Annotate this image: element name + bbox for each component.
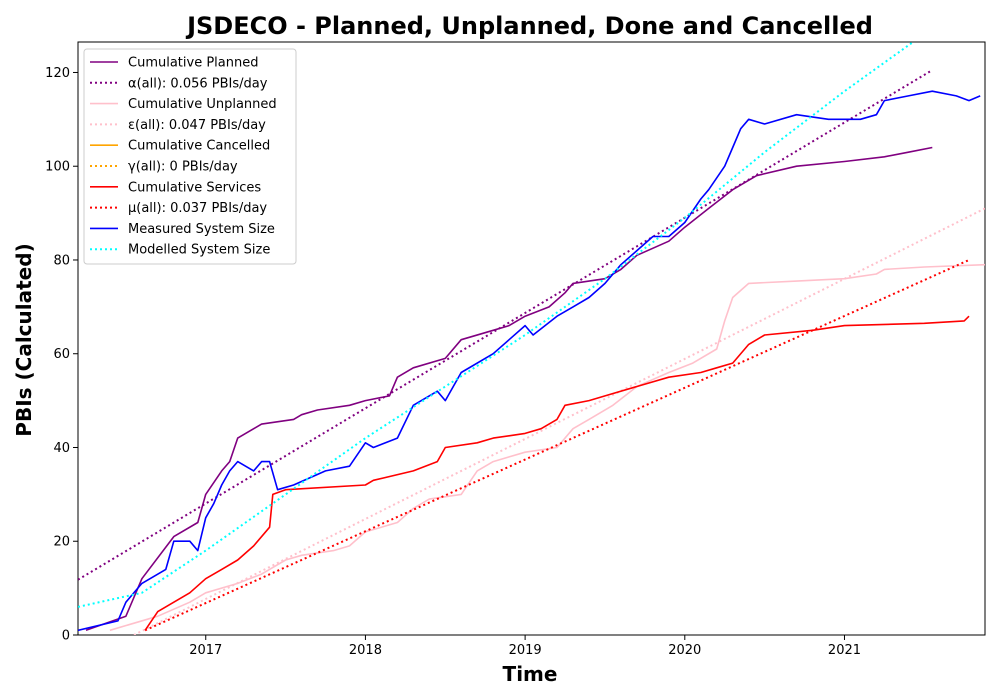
legend: Cumulative Planned α(all): 0.056 PBIs/day… <box>83 48 297 265</box>
x-tick-label: 2019 <box>509 643 542 658</box>
legend-label: Modelled System Size <box>128 243 270 258</box>
x-tick-label: 2020 <box>668 643 701 658</box>
y-axis: 0 20 40 60 80 100 120 <box>45 66 78 644</box>
series-line-modelled-system-size <box>78 42 915 608</box>
y-tick-label: 120 <box>45 66 70 81</box>
series-line-cumulative-planned <box>85 146 933 632</box>
legend-label: γ(all): 0 PBIs/day <box>128 160 238 175</box>
x-axis: 2017 2018 2019 2020 2021 <box>189 635 861 658</box>
series-line-measured-system-size <box>78 90 981 632</box>
y-tick-label: 0 <box>62 629 70 644</box>
series-line-cumulative-unplanned <box>109 263 985 632</box>
legend-label: Cumulative Cancelled <box>128 139 270 154</box>
y-tick-label: 80 <box>53 253 70 268</box>
legend-label: μ(all): 0.037 PBIs/day <box>128 201 267 216</box>
legend-box <box>83 48 297 265</box>
y-tick-label: 40 <box>53 441 70 456</box>
legend-label: ε(all): 0.047 PBIs/day <box>128 118 266 133</box>
series-line-all-0-047-pbis-day <box>133 207 985 635</box>
legend-label: Cumulative Unplanned <box>128 97 277 112</box>
plot-area <box>78 42 985 635</box>
y-tick-label: 60 <box>53 347 70 362</box>
legend-label: Cumulative Planned <box>128 56 258 71</box>
x-tick-label: 2018 <box>349 643 382 658</box>
x-axis-label: Time <box>503 662 558 686</box>
legend-label: Cumulative Services <box>128 180 261 195</box>
x-tick-label: 2021 <box>828 643 861 658</box>
y-tick-label: 20 <box>53 535 70 550</box>
legend-label: Measured System Size <box>128 222 275 237</box>
series-line-all-0-056-pbis-day <box>78 69 933 581</box>
plot-frame <box>77 41 986 636</box>
x-tick-label: 2017 <box>189 643 222 658</box>
legend-label: α(all): 0.056 PBIs/day <box>128 76 268 91</box>
series-line-cumulative-services <box>144 315 970 631</box>
chart-title: JSDECO - Planned, Unplanned, Done and Ca… <box>185 12 873 40</box>
series-line-all-0-037-pbis-day <box>144 259 970 632</box>
y-axis-label: PBIs (Calculated) <box>12 243 36 436</box>
y-tick-label: 100 <box>45 160 70 175</box>
